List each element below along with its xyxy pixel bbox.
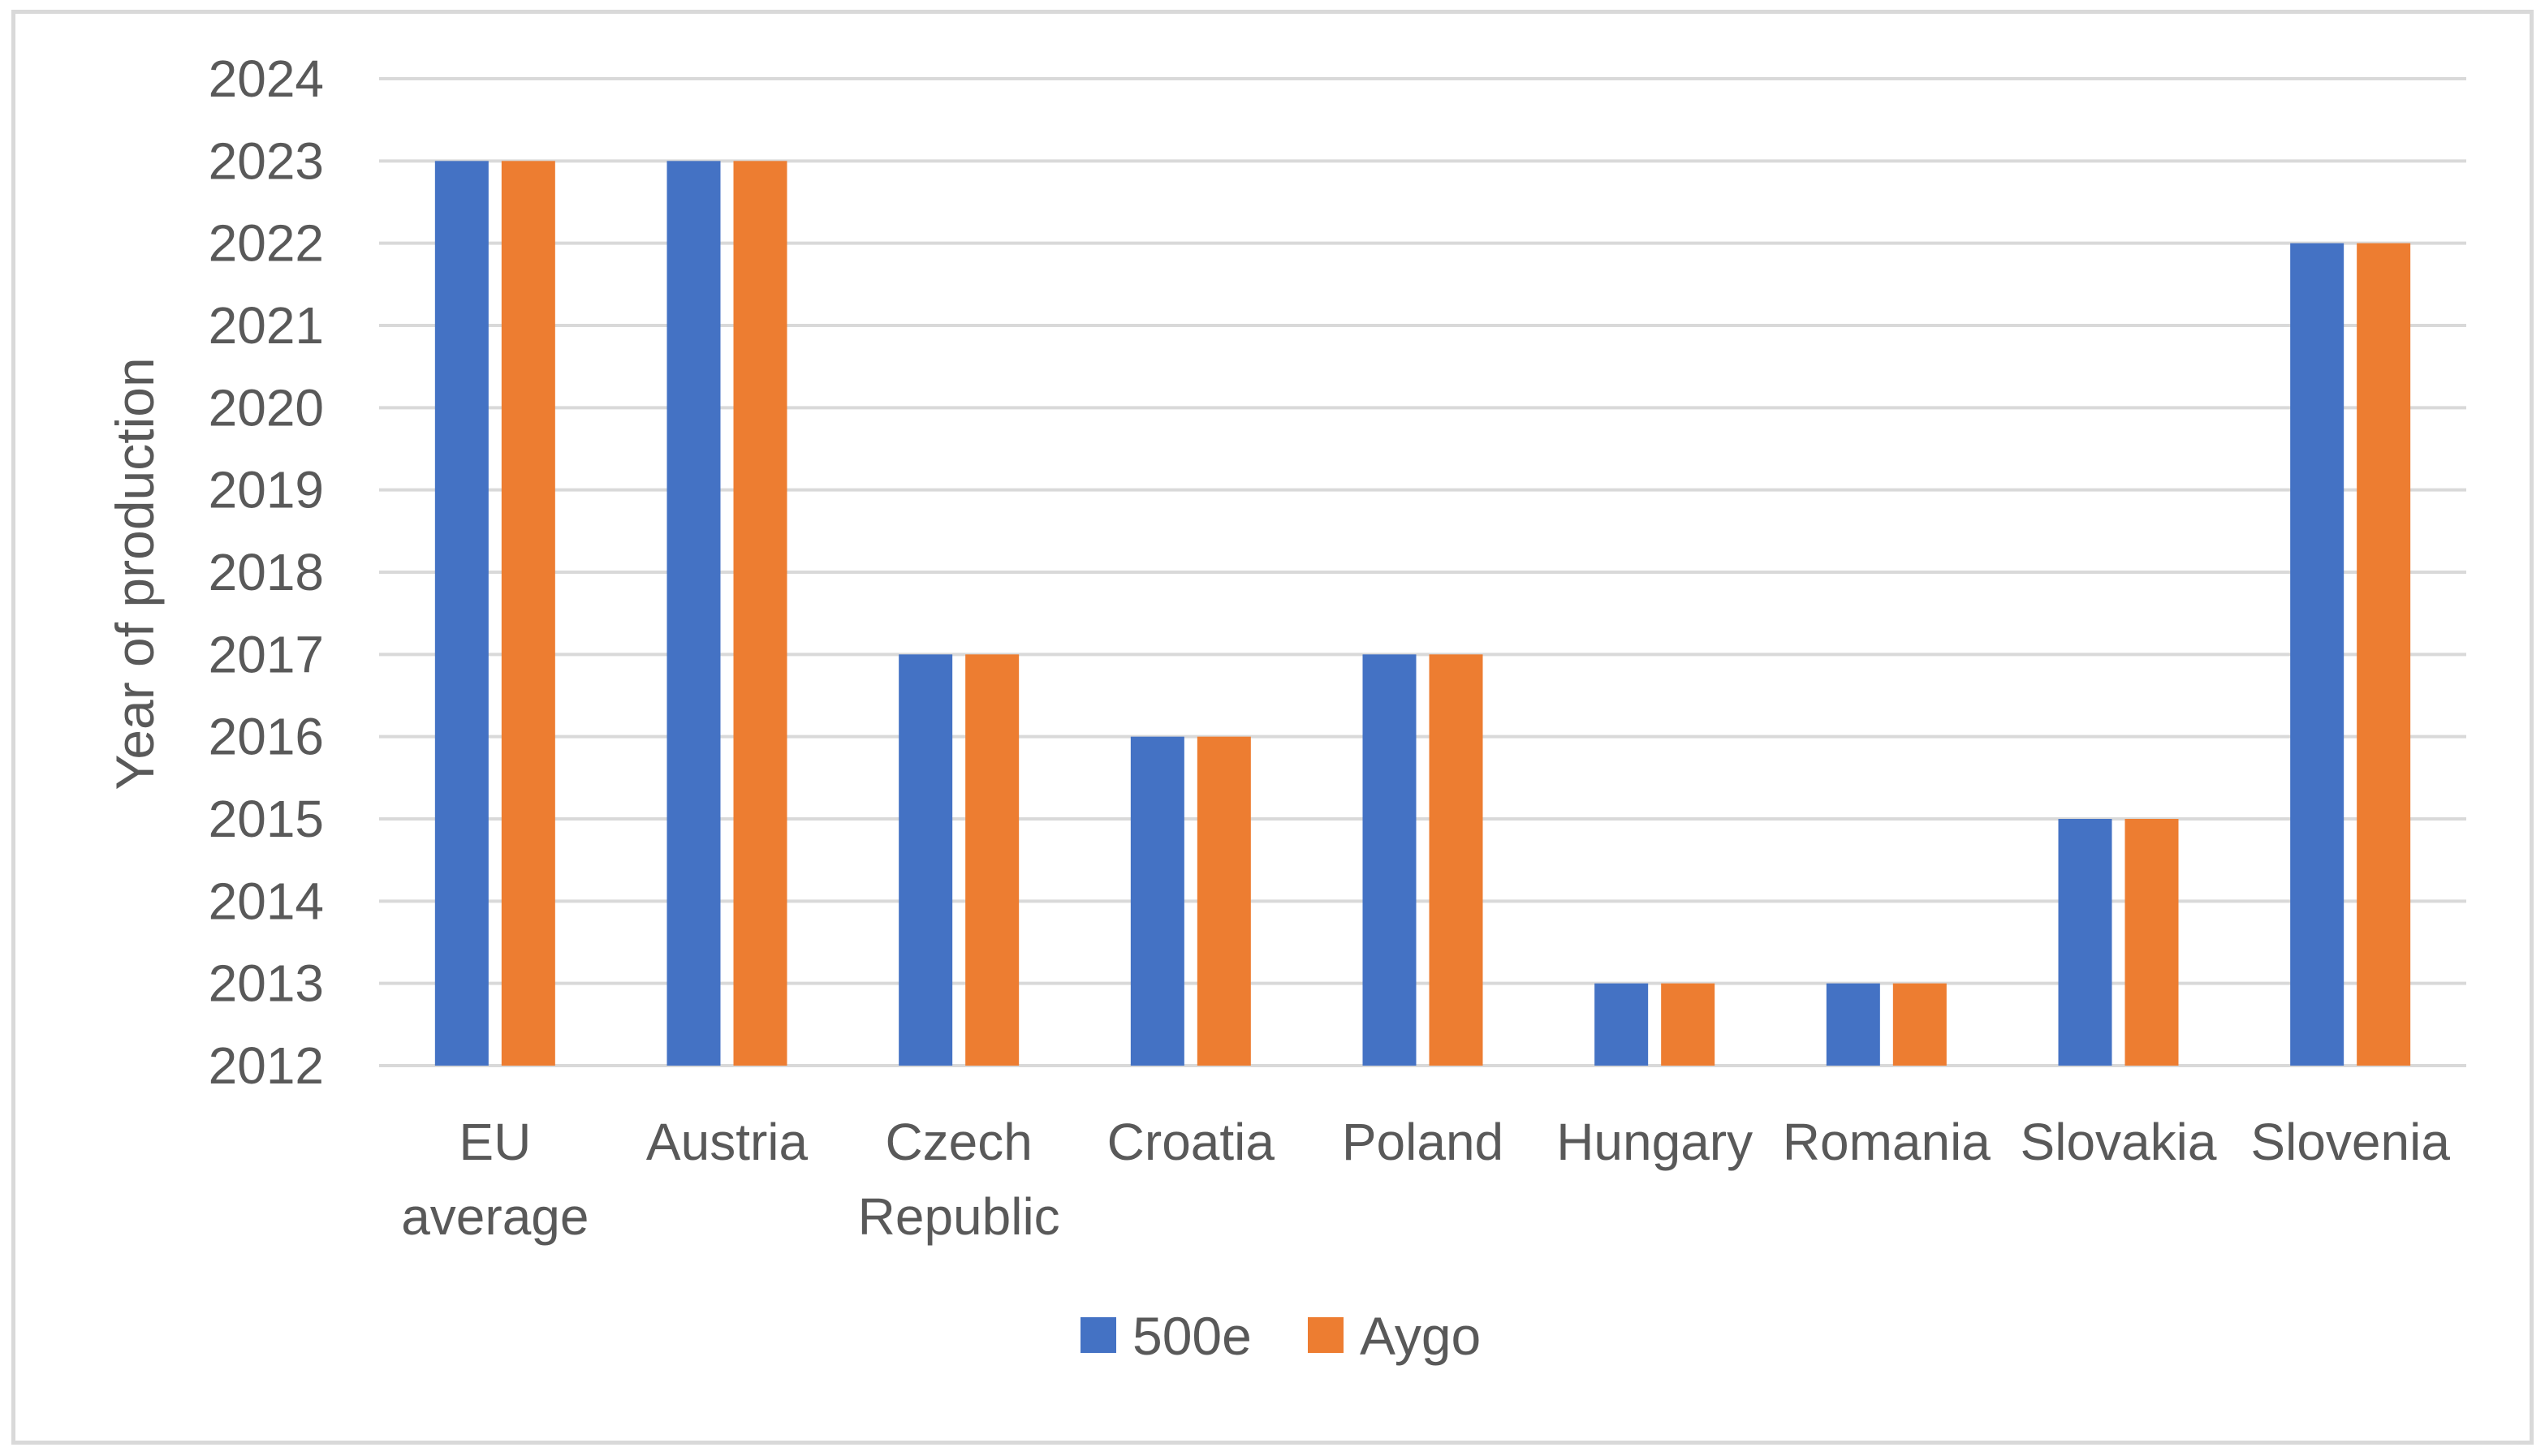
legend-swatch-500e (1081, 1317, 1116, 1353)
x-tick-label-line: Poland (1342, 1113, 1503, 1171)
bar-aygo-hungary (1661, 983, 1715, 1066)
bar-500e-poland (1362, 654, 1417, 1066)
x-axis-ticks: EU average Austria Czech Republic Croatia Pola… (401, 1113, 2450, 1246)
y-tick-label: 2016 (209, 708, 324, 766)
x-tick-label: Slovenia (2250, 1113, 2450, 1171)
y-axis-title: Year of production (105, 357, 165, 790)
bar-aygo-romania (1892, 983, 1947, 1066)
bar-500e-czech-republic (899, 654, 953, 1066)
x-tick-label: Poland (1342, 1113, 1503, 1171)
bar-500e-romania (1826, 983, 1880, 1066)
x-tick-label-line: Czech (885, 1113, 1032, 1171)
y-tick-label: 2020 (209, 378, 324, 437)
y-tick-label: 2023 (209, 131, 324, 190)
x-tick-label: Hungary (1556, 1113, 1753, 1171)
y-tick-label: 2018 (209, 543, 324, 601)
x-tick-label: EU average (401, 1113, 589, 1246)
x-tick-label: Austria (646, 1113, 809, 1171)
x-tick-label: Slovakia (2021, 1113, 2217, 1171)
x-tick-label-line: Slovakia (2021, 1113, 2217, 1171)
bar-aygo-poland (1429, 654, 1483, 1066)
bars (434, 161, 2411, 1066)
y-axis-ticks: 2012 2013 2014 2015 2016 2017 2018 2019 2020 2021… (209, 50, 324, 1095)
x-tick-label-line: Hungary (1556, 1113, 1753, 1171)
y-tick-label: 2015 (209, 790, 324, 848)
y-tick-label: 2014 (209, 872, 324, 930)
bar-500e-hungary (1594, 983, 1649, 1066)
x-tick-label: Croatia (1107, 1113, 1275, 1171)
x-tick-label-line: Romania (1783, 1113, 1991, 1171)
bar-500e-slovenia (2290, 243, 2344, 1066)
x-tick-label-line: Austria (646, 1113, 809, 1171)
x-tick-label-line: Slovenia (2250, 1113, 2450, 1171)
y-tick-label: 2024 (209, 50, 324, 108)
legend-swatch-aygo (1308, 1317, 1344, 1353)
gridlines (379, 77, 2466, 1067)
bar-aygo-slovenia (2357, 243, 2411, 1066)
bar-500e-austria (666, 161, 721, 1066)
bar-aygo-austria (733, 161, 787, 1066)
y-tick-label: 2017 (209, 625, 324, 683)
bar-chart: 2012 2013 2014 2015 2016 2017 2018 2019 2020 2021… (105, 50, 2466, 1366)
x-tick-label: Czech Republic (858, 1113, 1060, 1246)
bar-500e-croatia (1130, 736, 1184, 1066)
y-tick-label: 2021 (209, 296, 324, 355)
legend: 500e Aygo (1081, 1306, 1481, 1366)
bar-aygo-croatia (1197, 736, 1251, 1066)
y-tick-label: 2013 (209, 954, 324, 1013)
x-tick-label-line: EU (459, 1113, 531, 1171)
bar-500e-eu-average (434, 161, 489, 1066)
bar-aygo-slovakia (2124, 819, 2179, 1066)
legend-label-500e: 500e (1132, 1306, 1252, 1366)
x-tick-label-line: Republic (858, 1187, 1060, 1246)
x-tick-label: Romania (1783, 1113, 1991, 1171)
bar-aygo-eu-average (501, 161, 555, 1066)
y-tick-label: 2012 (209, 1036, 324, 1095)
y-tick-label: 2019 (209, 461, 324, 519)
x-tick-label-line: average (401, 1187, 589, 1246)
legend-label-aygo: Aygo (1360, 1306, 1481, 1366)
x-tick-label-line: Croatia (1107, 1113, 1275, 1171)
bar-aygo-czech-republic (965, 654, 1020, 1066)
bar-500e-slovakia (2058, 819, 2112, 1066)
y-tick-label: 2022 (209, 214, 324, 273)
chart-frame: 2012 2013 2014 2015 2016 2017 2018 2019 2020 2021… (11, 10, 2534, 1445)
